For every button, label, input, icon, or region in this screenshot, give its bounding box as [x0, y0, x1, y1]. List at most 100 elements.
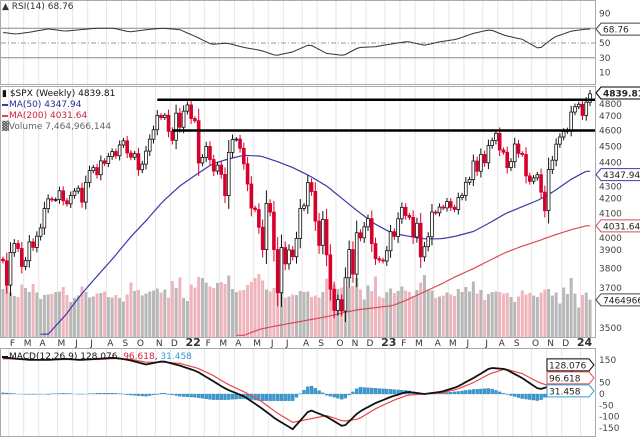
volume-bar	[562, 287, 566, 337]
volume-bar	[565, 294, 569, 337]
volume-bar	[389, 288, 393, 337]
volume-bar	[129, 282, 133, 337]
candle-body	[223, 174, 227, 196]
candle-body	[193, 118, 197, 122]
volume-bar	[253, 278, 257, 337]
macd-tick-label: 50	[599, 379, 611, 389]
volume-bar	[279, 286, 283, 337]
candle-body	[272, 211, 276, 251]
macd-histogram-bar	[133, 393, 137, 396]
macd-histogram-bar	[531, 393, 536, 401]
price-tick-label: 3500	[599, 324, 622, 334]
volume-bar	[437, 296, 441, 337]
month-label: M	[24, 339, 32, 349]
volume-bar	[204, 282, 208, 337]
volume-bar	[215, 283, 219, 337]
rsi-legend: ▲ RSI(14) 68.76	[2, 2, 74, 13]
candle-body	[437, 206, 442, 214]
candle-body	[339, 299, 344, 312]
macd-histogram-bar	[129, 393, 133, 396]
macd-tick-label: -50	[599, 401, 614, 411]
candle-body	[27, 241, 32, 262]
volume-bar	[351, 286, 355, 337]
candle-body	[369, 218, 374, 244]
candle-body	[287, 249, 291, 265]
candle-body	[144, 150, 148, 165]
candle-body	[91, 167, 96, 171]
volume-bar	[422, 275, 426, 337]
candle-body	[298, 208, 303, 239]
volume-bar	[434, 298, 438, 337]
volume-bar	[543, 289, 547, 337]
macd-histogram-bar	[227, 393, 231, 400]
volume-bar	[136, 290, 140, 337]
candle-body	[170, 130, 175, 141]
macd-histogram-bar	[200, 393, 205, 399]
candle-body	[490, 140, 494, 147]
candle-body	[512, 143, 517, 163]
candle-body	[125, 140, 129, 154]
macd-histogram-bar	[230, 393, 235, 400]
candle-body	[253, 207, 257, 211]
macd-histogram-bar	[479, 388, 483, 395]
volume-bar	[114, 295, 118, 337]
month-label: J	[89, 339, 93, 349]
candle-body	[147, 138, 152, 152]
macd-histogram-bar	[358, 387, 363, 395]
macd-histogram-bar	[283, 393, 287, 401]
candle-body	[400, 206, 404, 220]
volume-bar	[80, 286, 84, 337]
candle-body	[275, 249, 280, 294]
macd-histogram-bar	[317, 390, 321, 395]
volume-bar	[46, 294, 50, 337]
macd-histogram-bar	[452, 391, 457, 395]
candle-body	[516, 143, 521, 154]
candle-body	[467, 179, 472, 183]
volume-bar	[407, 292, 411, 337]
candle-body	[189, 104, 193, 119]
macd-histogram-bar	[535, 393, 539, 401]
month-label: F	[401, 339, 406, 349]
volume-bar	[91, 296, 95, 337]
value-tag-box	[595, 22, 640, 36]
candle-body	[546, 169, 551, 212]
macd-histogram-bar	[215, 393, 220, 400]
macd-histogram-bar	[159, 393, 163, 395]
macd-histogram-bar	[313, 388, 317, 395]
month-label: N	[156, 339, 163, 349]
macd-histogram-bar	[264, 393, 269, 401]
month-label: N	[352, 339, 359, 349]
volume-bar	[460, 292, 464, 337]
candle-body	[72, 190, 77, 196]
volume-bar	[261, 280, 265, 337]
volume-bar	[464, 287, 468, 337]
candle-body	[155, 115, 160, 131]
candle-body	[569, 111, 573, 131]
candle-body	[290, 249, 295, 258]
macd-histogram-bar	[332, 393, 336, 398]
candle-body	[479, 154, 483, 172]
macd-histogram-bar	[464, 390, 468, 395]
price-tick-label: 4500	[599, 142, 622, 152]
candle-body	[509, 161, 513, 168]
rsi-tick-label: 30	[599, 54, 611, 64]
hist-value: 31.458	[160, 352, 192, 362]
volume-bar	[385, 292, 389, 337]
volume-bar	[69, 302, 73, 337]
macd-histogram-bar	[513, 393, 517, 397]
value-tag-text: 68.76	[603, 26, 629, 36]
volume-bar	[185, 301, 189, 337]
volume-bar	[321, 292, 325, 337]
candle-body	[20, 248, 24, 267]
candle-body	[524, 154, 528, 177]
candle-body	[381, 259, 385, 262]
volume-bar	[471, 281, 475, 337]
candle-body	[415, 222, 419, 238]
candle-body	[501, 149, 506, 153]
macd-histogram-bar	[178, 393, 182, 397]
candle-body	[430, 211, 434, 238]
month-label: N	[547, 339, 554, 349]
candle-body	[242, 147, 246, 165]
volume-bar	[524, 294, 528, 337]
volume-bar	[200, 278, 204, 337]
